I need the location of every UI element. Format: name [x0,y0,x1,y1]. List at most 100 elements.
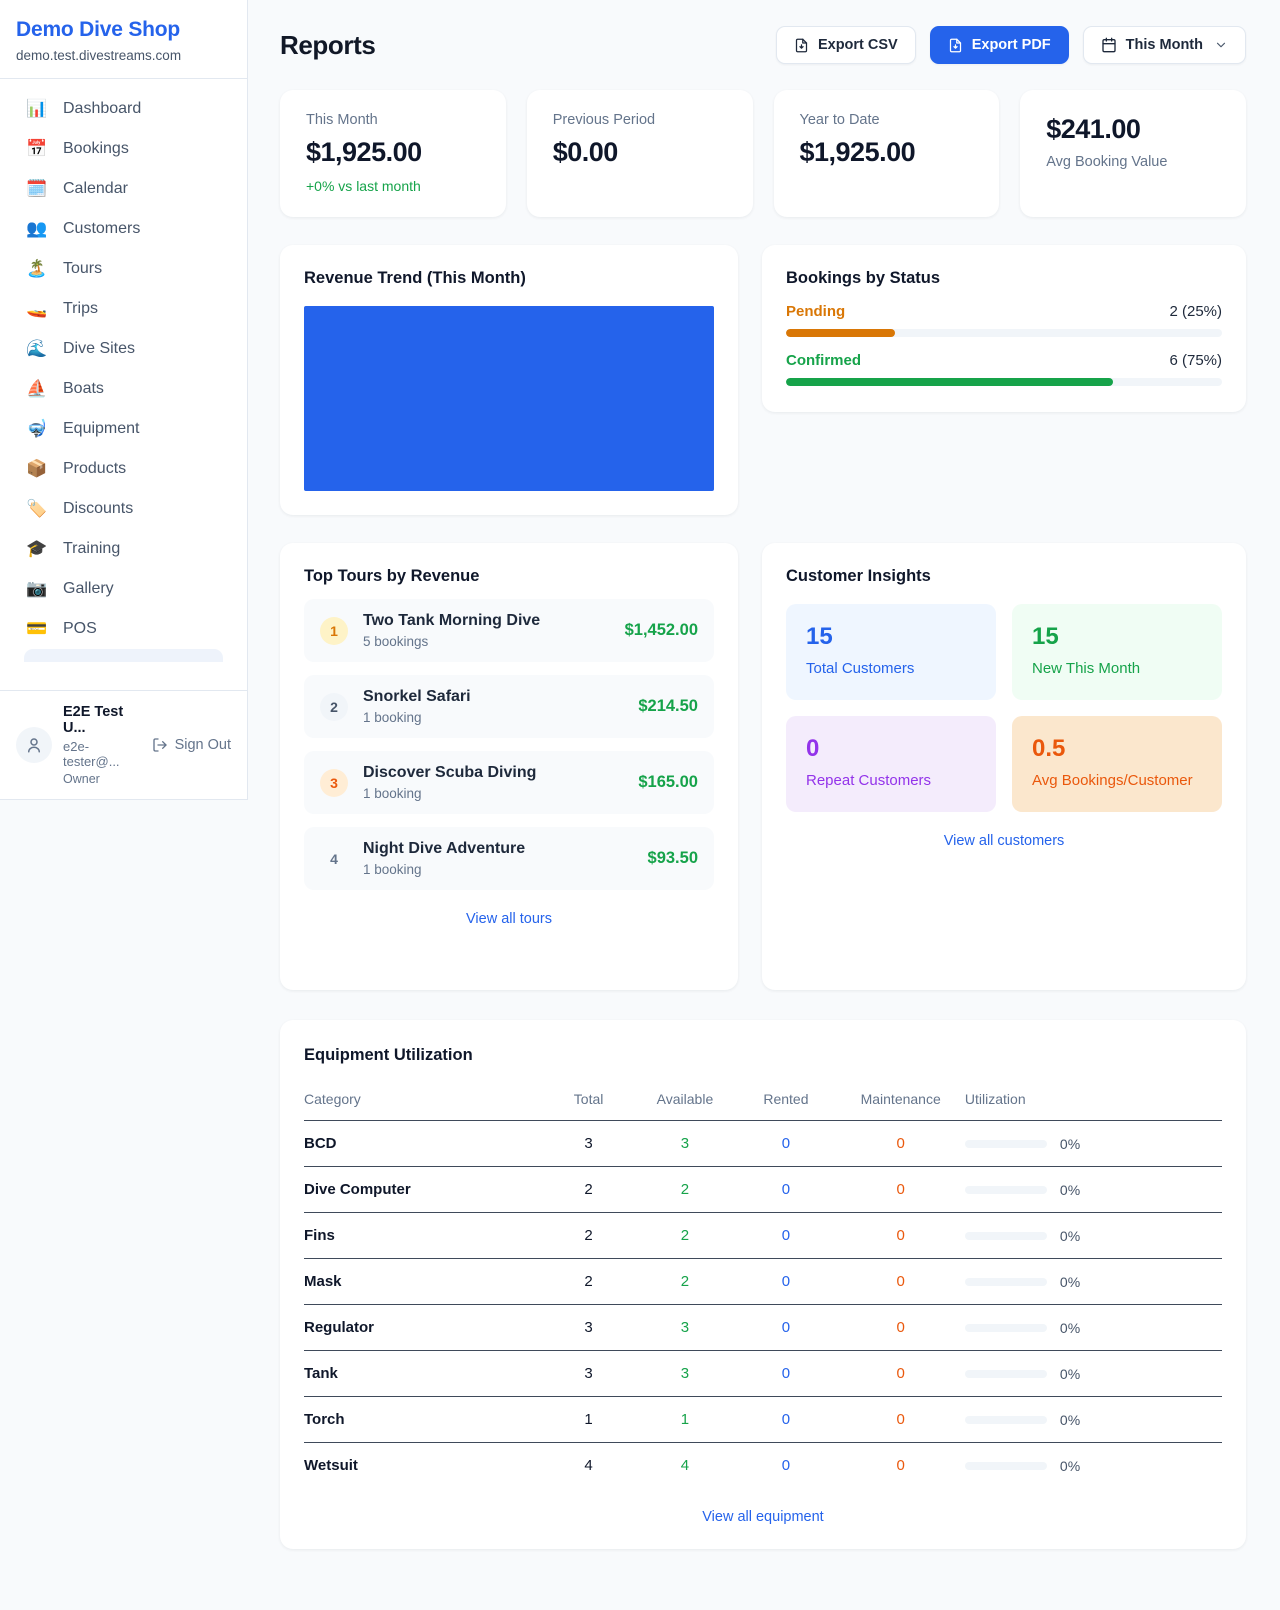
period-dropdown[interactable]: This Month [1082,26,1246,64]
insight-tile-total-customers: 15 Total Customers [786,604,996,700]
insight-value: 0 [806,735,820,762]
revenue-trend-chart [304,306,714,491]
sidebar-item-equipment[interactable]: 🤿 Equipment [12,409,235,449]
camera-icon: 📷 [26,579,48,598]
sidebar-item-label: Dive Sites [63,340,136,357]
equipment-rented: 0 [735,1396,837,1443]
stat-card-year-to-date: Year to Date $1,925.00 [773,90,1000,217]
sidebar-item-dashboard[interactable]: 📊 Dashboard [12,89,235,129]
sidebar-item-products[interactable]: 📦 Products [12,449,235,489]
top-tours-title: Top Tours by Revenue [304,567,480,585]
sidebar-item-pos[interactable]: 💳 POS [12,609,235,649]
view-all-customers-link[interactable]: View all customers [943,833,1065,849]
status-row-confirmed: Confirmed 6 (75%) [786,352,1222,386]
stat-label: Previous Period [552,112,656,128]
equipment-total: 3 [542,1120,635,1167]
person-icon [28,738,40,753]
stat-value: $241.00 [1046,114,1141,144]
sidebar-item-label: POS [63,620,97,637]
stat-card-previous-period: Previous Period $0.00 [526,90,753,217]
sidebar-item-discounts[interactable]: 🏷️ Discounts [12,489,235,529]
insight-value: 0.5 [1032,735,1066,762]
insight-tile-avg-bookings: 0.5 Avg Bookings/Customer [1012,716,1222,812]
col-utilization: Utilization [964,1081,1222,1121]
tour-name: Snorkel Safari [363,688,471,705]
export-csv-label: Export CSV [817,37,898,53]
sidebar-item-label: Bookings [63,140,129,157]
utilization-percent: 0% [1059,1319,1081,1336]
equipment-total: 1 [542,1396,635,1443]
equipment-table-header: Category Total Available Rented Maintena… [304,1081,1222,1121]
sidebar-item-training[interactable]: 🎓 Training [12,529,235,569]
equipment-total: 2 [542,1258,635,1305]
revenue-trend-card: Revenue Trend (This Month) [280,245,738,515]
table-row: Torch 1 1 0 0 0% [304,1396,1222,1443]
insight-value: 15 [806,623,833,650]
file-download-icon [949,38,961,52]
island-icon: 🏝️ [26,259,48,278]
stat-delta: +0% vs last month [306,178,421,194]
customer-insights-card: Customer Insights 15 Total Customers 15 … [762,543,1246,990]
utilization-track [964,1461,1047,1470]
sidebar-item-calendar[interactable]: 🗓️ Calendar [12,169,235,209]
equipment-rented: 0 [735,1350,837,1397]
status-progress-track [786,329,1222,337]
sidebar-item-label: Gallery [63,580,114,597]
rank-badge: 4 [330,850,338,867]
charts-row: Revenue Trend (This Month) Bookings by S… [280,245,1246,515]
user-info: E2E Test U... e2e-tester@... Owner [63,704,141,786]
equipment-available: 2 [634,1166,736,1213]
sidebar-item-bookings[interactable]: 📅 Bookings [12,129,235,169]
sign-out-button[interactable]: Sign Out [152,737,231,753]
equipment-available: 3 [634,1304,736,1351]
user-role: Owner [63,772,100,786]
stat-value: $1,925.00 [799,137,916,167]
sailboat-icon: ⛵ [26,379,48,398]
bookings-by-status-title: Bookings by Status [786,269,941,287]
equipment-rented: 0 [735,1304,837,1351]
status-progress-fill [786,329,895,337]
insight-value: 15 [1032,623,1059,650]
stat-card-this-month: This Month $1,925.00 +0% vs last month [280,90,506,217]
sidebar-item-active-partial[interactable] [24,649,223,662]
sidebar-item-gallery[interactable]: 📷 Gallery [12,569,235,609]
export-pdf-button[interactable]: Export PDF [929,26,1069,64]
equipment-available: 3 [634,1350,736,1397]
equipment-category: Torch [304,1396,543,1443]
col-total: Total [542,1081,635,1121]
equipment-rented: 0 [735,1258,837,1305]
view-all-equipment-link[interactable]: View all equipment [702,1509,824,1525]
equipment-category: Regulator [304,1304,543,1351]
table-row: Fins 2 2 0 0 0% [304,1212,1222,1259]
sidebar-item-label: Dashboard [63,100,142,117]
sidebar-item-customers[interactable]: 👥 Customers [12,209,235,249]
export-csv-button[interactable]: Export CSV [775,26,916,64]
view-all-tours-link[interactable]: View all tours [466,911,552,927]
equipment-table: Category Total Available Rented Maintena… [304,1081,1222,1488]
tour-name: Night Dive Adventure [363,840,526,857]
status-label: Confirmed [786,352,861,369]
rank-badge: 3 [320,768,348,797]
equipment-maintenance: 0 [836,1396,965,1443]
insight-label: Total Customers [806,660,915,677]
equipment-total: 2 [542,1166,635,1213]
insight-label: New This Month [1032,660,1141,677]
insight-tile-new-this-month: 15 New This Month [1012,604,1222,700]
equipment-available: 1 [634,1396,736,1443]
sidebar-item-dive-sites[interactable]: 🌊 Dive Sites [12,329,235,369]
stat-value: $1,925.00 [306,137,422,167]
equipment-category: BCD [304,1120,543,1167]
sidebar-item-tours[interactable]: 🏝️ Tours [12,249,235,289]
sidebar-item-trips[interactable]: 🚤 Trips [12,289,235,329]
tour-row: 4 Night Dive Adventure 1 booking $93.50 [304,827,714,890]
sidebar-user-footer: E2E Test U... e2e-tester@... Owner Sign … [0,690,247,799]
package-icon: 📦 [26,459,48,478]
sidebar-item-boats[interactable]: ⛵ Boats [12,369,235,409]
col-rented: Rented [735,1081,837,1121]
equipment-total: 3 [542,1350,635,1397]
mid-row: Top Tours by Revenue 1 Two Tank Morning … [280,543,1246,990]
utilization-percent: 0% [1059,1457,1081,1474]
utilization-percent: 0% [1059,1411,1081,1428]
sidebar-item-label: Equipment [63,420,140,437]
equipment-maintenance: 0 [836,1166,965,1213]
